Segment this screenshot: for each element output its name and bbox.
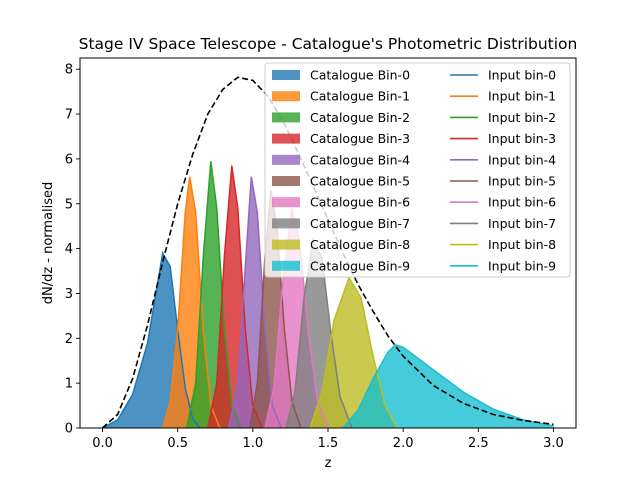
total-distribution-curve xyxy=(101,76,554,429)
y-tick-label: 5 xyxy=(65,197,73,212)
legend-label-input-bin-2: Input bin-2 xyxy=(488,110,556,125)
legend-label-input-bin-8: Input bin-8 xyxy=(488,237,556,252)
x-tick-label: 1.0 xyxy=(243,436,264,451)
y-tick-label: 6 xyxy=(65,152,73,167)
y-tick-label: 2 xyxy=(65,332,73,347)
legend-label-catalogue-bin-4: Catalogue Bin-4 xyxy=(310,152,410,167)
y-tick-label: 8 xyxy=(65,63,73,78)
line-input-bin-8 xyxy=(309,276,398,429)
legend-swatch-catalogue-bin-2 xyxy=(272,112,300,123)
legend-label-catalogue-bin-6: Catalogue Bin-6 xyxy=(310,195,410,210)
y-tick-label: 4 xyxy=(65,242,73,257)
y-tick-label: 3 xyxy=(65,287,73,302)
legend-label-catalogue-bin-7: Catalogue Bin-7 xyxy=(310,216,410,231)
legend-swatch-catalogue-bin-5 xyxy=(272,176,300,186)
legend-label-catalogue-bin-9: Catalogue Bin-9 xyxy=(310,258,410,273)
y-axis-label: dN/dz - normalised xyxy=(41,182,56,305)
area-catalogue-bin-9 xyxy=(343,345,554,428)
x-tick-label: 1.5 xyxy=(318,436,339,451)
chart-title: Stage IV Space Telescope - Catalogue's P… xyxy=(79,35,578,53)
legend-label-catalogue-bin-5: Catalogue Bin-5 xyxy=(310,174,410,189)
legend-swatch-catalogue-bin-4 xyxy=(272,154,300,165)
legend-frame xyxy=(264,62,571,278)
legend-swatch-catalogue-bin-1 xyxy=(272,91,300,102)
x-tick-label: 2.0 xyxy=(393,436,414,451)
total-distribution xyxy=(101,76,554,429)
legend-label-input-bin-3: Input bin-3 xyxy=(488,131,556,146)
line-input-bin-9 xyxy=(342,344,554,429)
legend-label-input-bin-0: Input bin-0 xyxy=(488,68,556,83)
y-axis-ticks: 0 1 2 3 4 5 6 7 8 xyxy=(65,63,80,437)
legend-label-catalogue-bin-8: Catalogue Bin-8 xyxy=(310,237,410,252)
legend-swatch-catalogue-bin-0 xyxy=(272,70,300,80)
legend-label-catalogue-bin-2: Catalogue Bin-2 xyxy=(310,110,410,125)
legend-swatch-catalogue-bin-8 xyxy=(272,239,300,250)
x-axis-ticks: 0.0 0.5 1.0 1.5 2.0 2.5 3.0 xyxy=(92,428,564,451)
line-input-bin-1 xyxy=(161,176,221,429)
input-bin-lines xyxy=(102,161,554,429)
legend-items: Catalogue Bin-0 Input bin-0 Catalogue Bin-… xyxy=(272,68,556,273)
legend-swatch-catalogue-bin-7 xyxy=(272,218,300,229)
legend-swatch-catalogue-bin-9 xyxy=(272,260,300,271)
y-tick-label: 7 xyxy=(65,108,73,123)
line-input-bin-0 xyxy=(102,250,201,429)
line-input-bin-2 xyxy=(185,161,242,429)
legend: Catalogue Bin-0 Input bin-0 Catalogue Bin-… xyxy=(264,62,571,278)
x-tick-label: 0.5 xyxy=(167,436,188,451)
legend-swatch-catalogue-bin-3 xyxy=(272,133,300,144)
line-input-bin-4 xyxy=(228,176,283,429)
y-tick-label: 1 xyxy=(65,377,73,392)
x-tick-label: 2.5 xyxy=(468,436,489,451)
x-tick-label: 0.0 xyxy=(92,436,113,451)
legend-label-input-bin-4: Input bin-4 xyxy=(488,152,556,167)
legend-label-catalogue-bin-1: Catalogue Bin-1 xyxy=(310,89,410,104)
legend-label-input-bin-1: Input bin-1 xyxy=(488,89,556,104)
legend-label-input-bin-7: Input bin-7 xyxy=(488,216,556,231)
legend-label-input-bin-9: Input bin-9 xyxy=(488,258,556,273)
x-axis-label: z xyxy=(325,456,332,471)
legend-label-input-bin-6: Input bin-6 xyxy=(488,195,556,210)
legend-swatch-catalogue-bin-6 xyxy=(272,197,300,208)
legend-label-input-bin-5: Input bin-5 xyxy=(488,174,556,189)
legend-label-catalogue-bin-3: Catalogue Bin-3 xyxy=(310,131,410,146)
x-tick-label: 3.0 xyxy=(543,436,564,451)
legend-label-catalogue-bin-0: Catalogue Bin-0 xyxy=(310,68,410,83)
line-input-bin-3 xyxy=(207,165,263,429)
y-tick-label: 0 xyxy=(65,422,73,437)
